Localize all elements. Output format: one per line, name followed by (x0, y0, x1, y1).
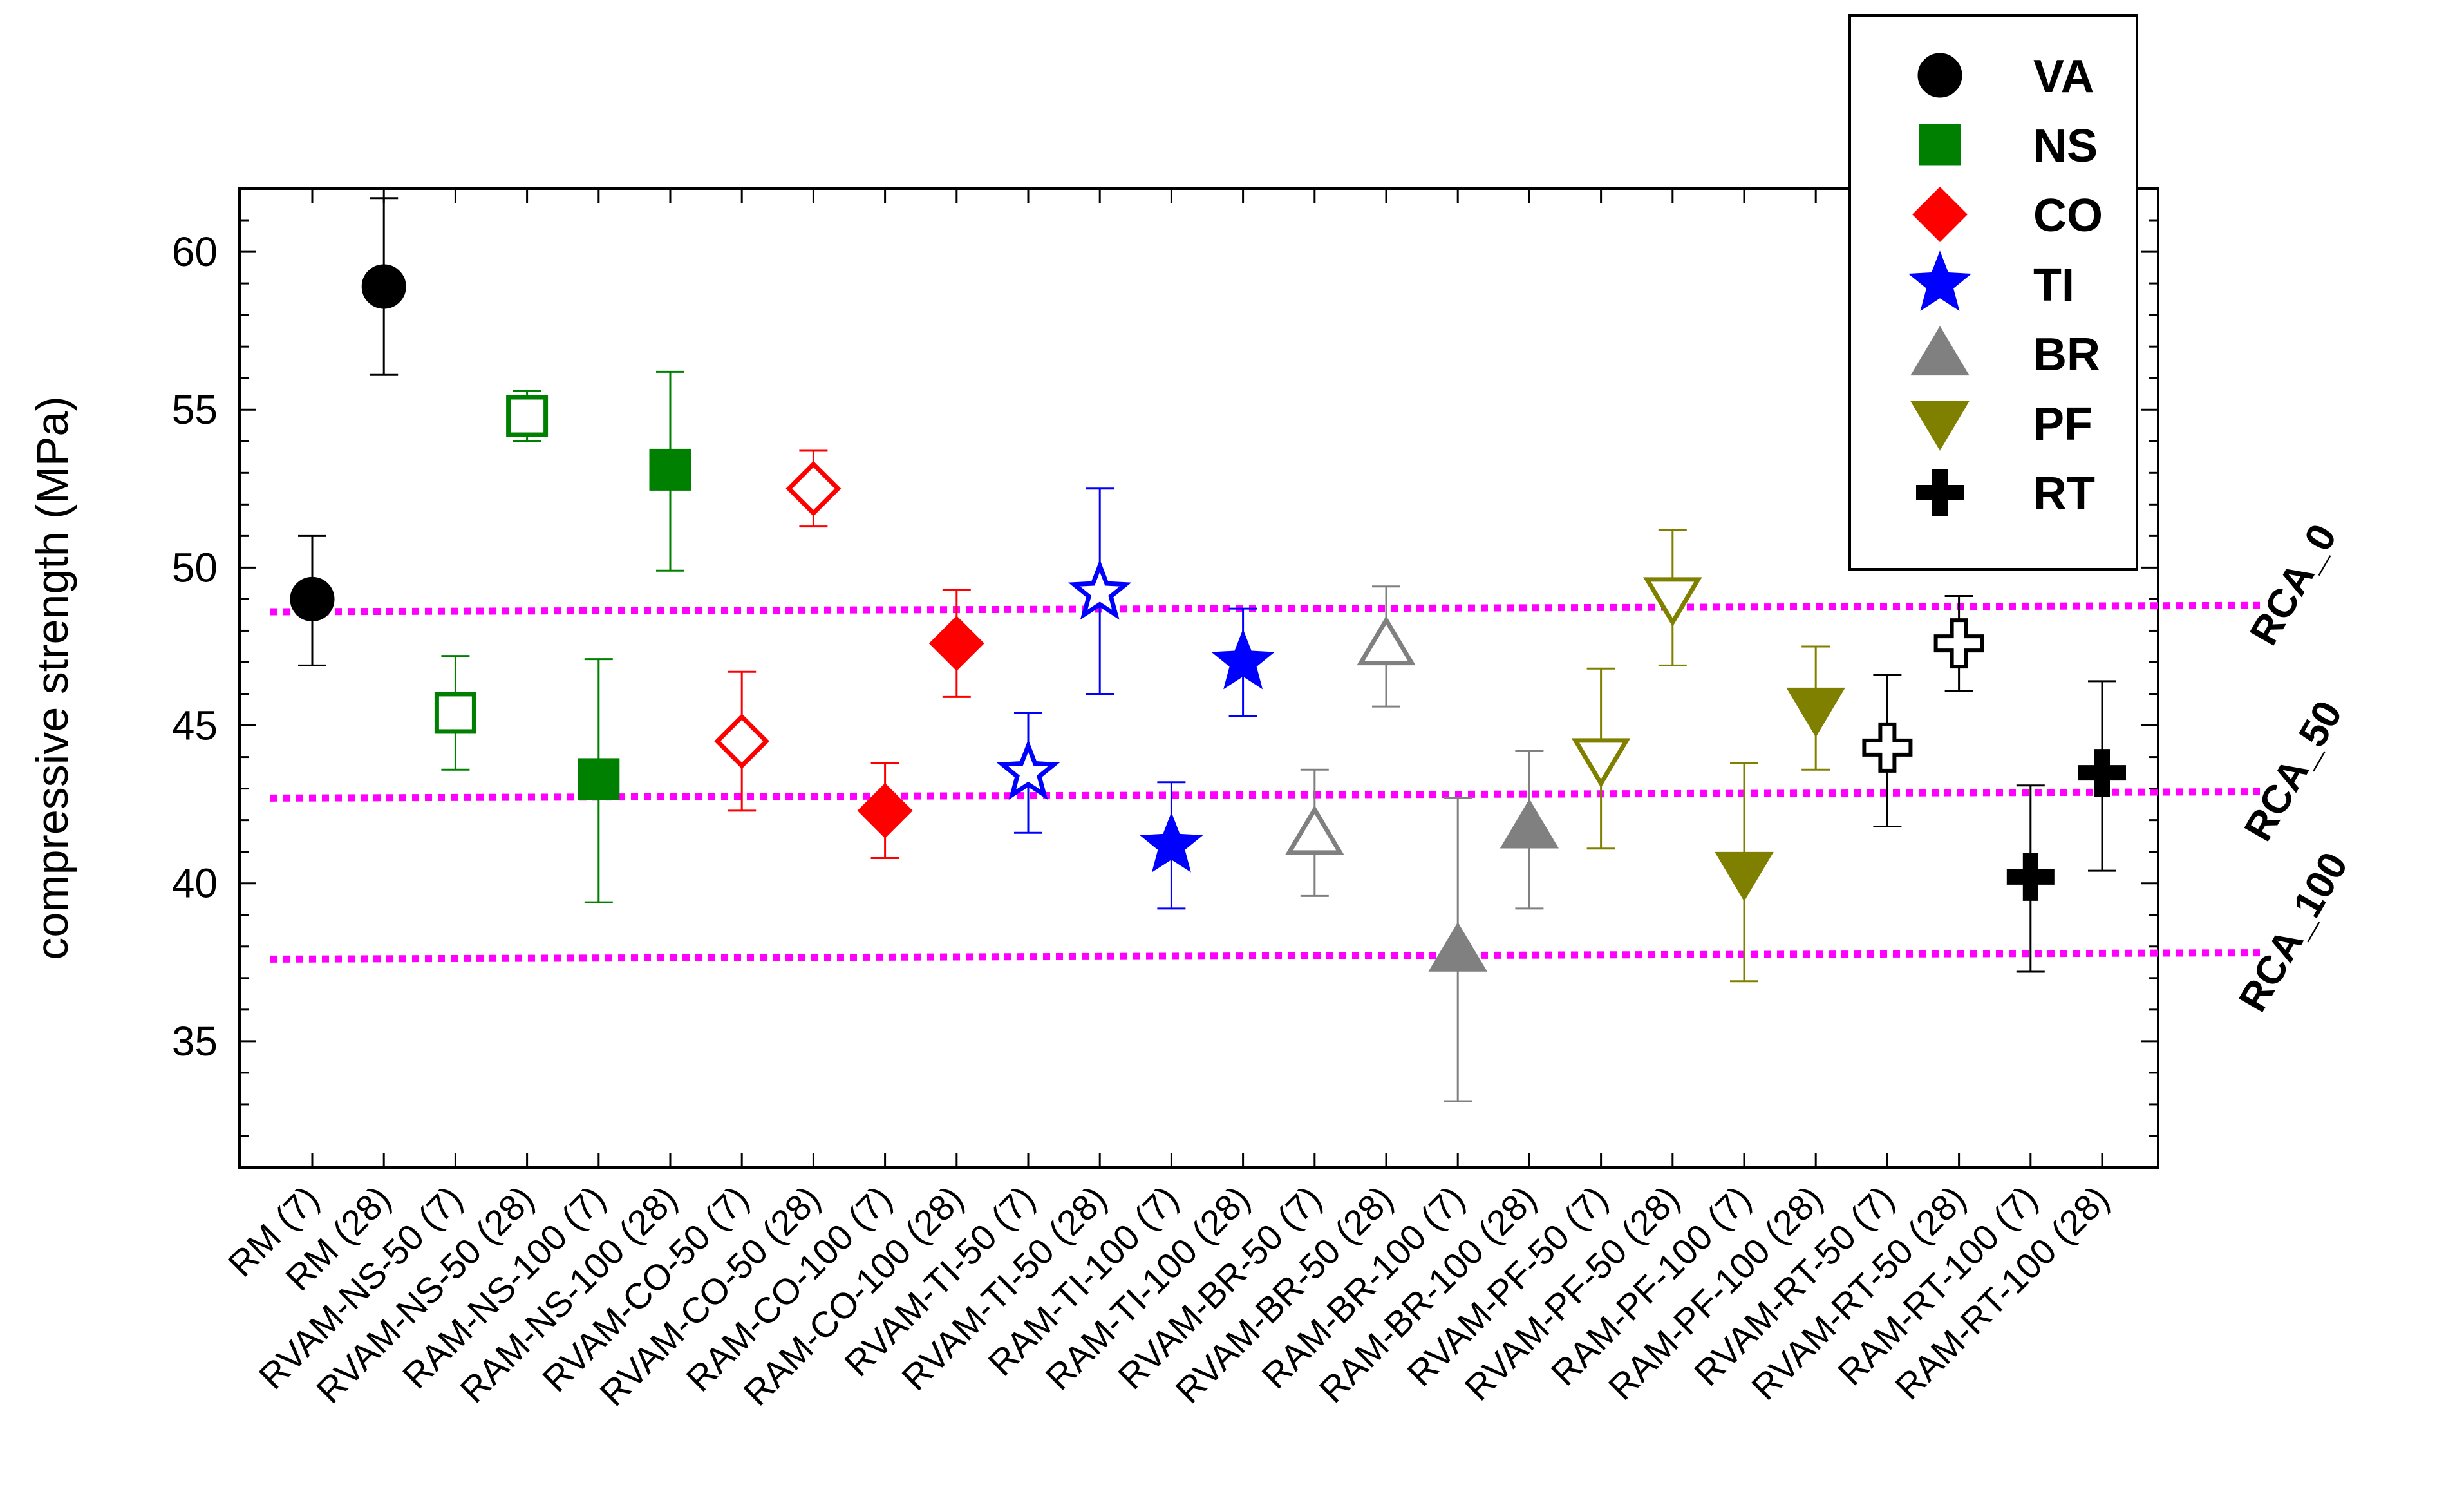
data-point-ns (649, 448, 691, 491)
data-point-ns (506, 395, 549, 437)
legend: VA NS CO TI BR PF RT (1848, 14, 2138, 571)
data-point-ns (434, 692, 476, 734)
data-point-ti (1140, 812, 1203, 873)
data-point-co (928, 616, 984, 672)
legend-marker-va (1917, 53, 1962, 98)
reference-line-label: RCA_50 (2236, 694, 2351, 848)
data-point-br (1357, 616, 1416, 666)
legend-label: VA (2033, 51, 2094, 102)
data-point-br (1285, 805, 1344, 855)
data-point-pf (1571, 738, 1631, 788)
data-point-va (290, 576, 335, 621)
data-point-ns (578, 758, 620, 800)
legend-label: PF (2033, 399, 2093, 450)
y-axis-title: compressive strength (MPa) (27, 396, 77, 959)
data-point-co (714, 714, 770, 770)
data-markers (290, 264, 2126, 972)
legend-marker-co (1912, 187, 1968, 242)
legend-marker-pf (1910, 401, 1970, 451)
data-point-co (785, 460, 842, 516)
plot-frame (238, 187, 2159, 1169)
legend-marker-br (1910, 326, 1970, 376)
data-point-ti (1211, 629, 1275, 690)
legend-box (1848, 14, 2138, 571)
legend-marker-rt (1916, 469, 1964, 516)
legend-label: NS (2033, 120, 2098, 172)
reference-line-rca-0 (270, 601, 2261, 616)
data-point-co (857, 782, 913, 838)
legend-label: BR (2033, 329, 2100, 381)
y-tick-label: 60 (172, 229, 218, 275)
legend-marker-ti (1908, 250, 1972, 311)
legend-marker-ns (1919, 124, 1961, 166)
reference-line-label: RCA_100 (2230, 845, 2356, 1019)
data-point-pf (1643, 577, 1702, 627)
legend-label: RT (2033, 468, 2095, 520)
y-tick-label: 40 (172, 860, 218, 907)
data-point-rt (1933, 618, 1984, 669)
plot-border (238, 187, 2159, 1169)
data-point-pf (1786, 687, 1845, 737)
data-point-rt (1862, 722, 1913, 773)
data-point-pf (1715, 851, 1774, 902)
data-point-br (1428, 922, 1487, 972)
y-tick-label: 35 (172, 1018, 218, 1064)
data-point-br (1500, 799, 1559, 849)
y-tick-label: 55 (172, 386, 218, 433)
reference-line-rca-50 (270, 788, 2261, 802)
legend-label: TI (2033, 260, 2074, 311)
data-point-rt (2006, 853, 2055, 901)
y-tick-label: 45 (172, 703, 218, 749)
error-bars (298, 197, 2116, 1102)
data-point-ti (1068, 559, 1132, 620)
legend-label: CO (2033, 190, 2103, 241)
data-point-ti (996, 739, 1060, 800)
data-point-rt (2078, 749, 2126, 797)
data-point-va (361, 264, 406, 309)
reference-line-label: RCA_0 (2242, 517, 2346, 653)
reference-line-rca-100 (270, 949, 2261, 963)
y-tick-label: 50 (172, 544, 218, 591)
